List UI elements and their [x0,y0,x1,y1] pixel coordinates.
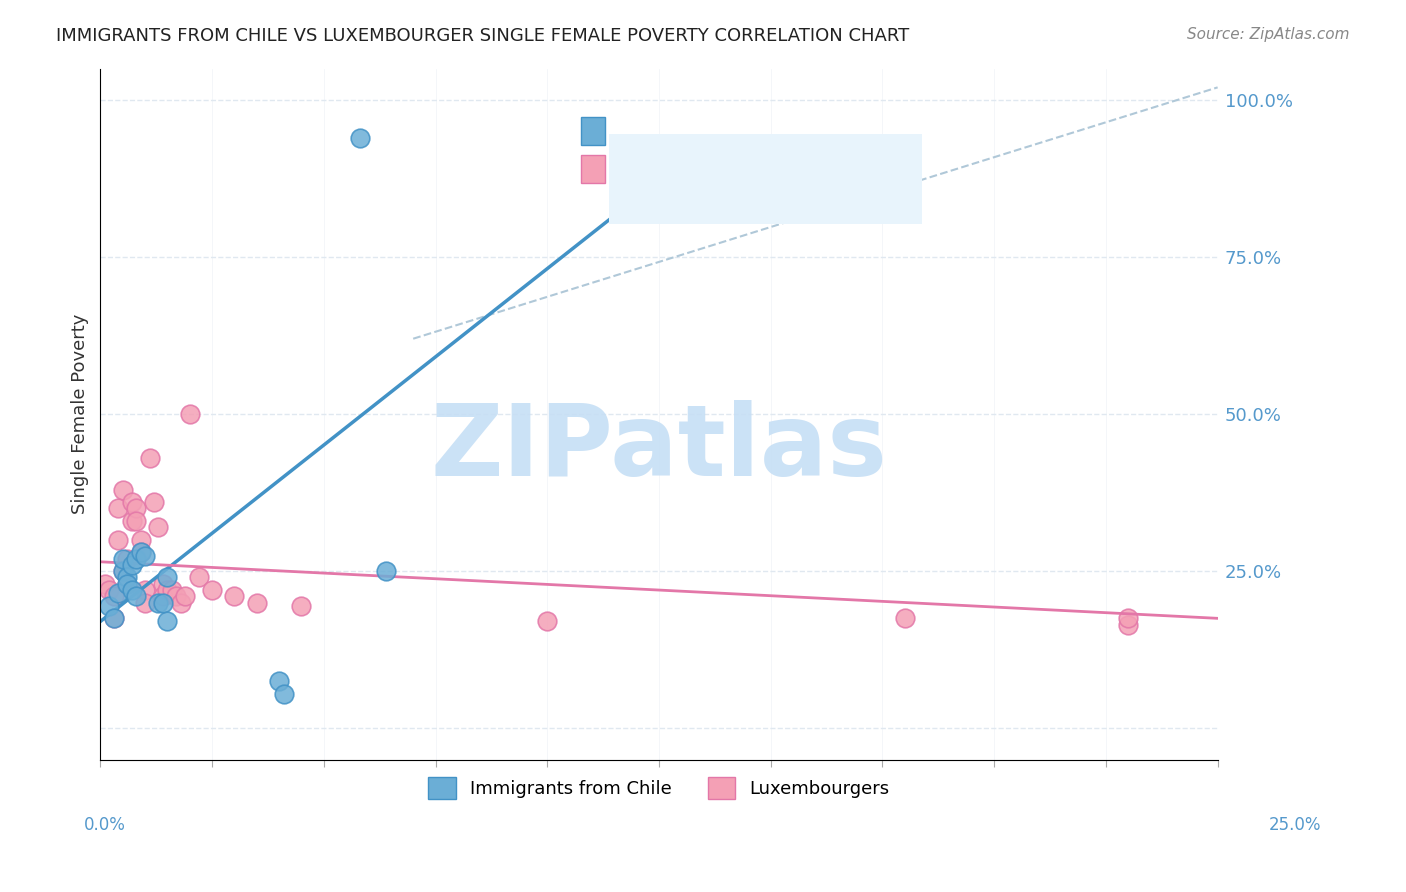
Text: 25.0%: 25.0% [1270,815,1322,833]
Point [125,514,148,528]
Point [152,596,174,610]
Point [129,533,152,547]
Point [94,576,117,591]
Point [170,596,193,610]
Point [134,583,156,598]
Point [115,551,138,566]
Point [125,501,148,516]
Point [375,564,398,578]
Point [187,570,209,584]
Point [107,501,129,516]
Point [115,576,138,591]
Point [121,495,143,509]
Point [103,590,125,604]
Text: Source: ZipAtlas.com: Source: ZipAtlas.com [1187,27,1350,42]
Point [103,611,125,625]
Point [536,615,558,629]
Point [107,533,129,547]
Text: 0.0%: 0.0% [84,815,127,833]
Point [115,576,138,591]
Point [98,599,121,613]
Point [269,674,291,689]
Point [160,583,183,598]
Text: R = -0.206   N = 38: R = -0.206 N = 38 [614,176,838,194]
Point [98,583,121,598]
Point [125,551,148,566]
Point [111,564,134,578]
Point [1116,611,1139,625]
Point [290,599,312,613]
Text: IMMIGRANTS FROM CHILE VS LUXEMBOURGER SINGLE FEMALE POVERTY CORRELATION CHART: IMMIGRANTS FROM CHILE VS LUXEMBOURGER SI… [56,27,910,45]
Point [134,549,156,563]
Text: R =  0.452   N = 21: R = 0.452 N = 21 [614,137,838,157]
Point [1116,617,1139,632]
Point [156,570,179,584]
Point [143,495,166,509]
Bar [581,117,606,145]
Point [103,611,125,625]
Text: ZIPatlas: ZIPatlas [430,401,887,497]
Point [156,615,179,629]
Point [152,576,174,591]
Point [134,596,156,610]
Point [894,611,917,625]
Point [273,687,295,701]
Point [111,483,134,497]
Point [107,586,129,600]
Point [174,590,197,604]
Point [138,451,160,466]
Point [111,564,134,578]
Point [115,570,138,584]
Point [129,545,152,559]
Bar [581,155,606,183]
Y-axis label: Single Female Poverty: Single Female Poverty [72,314,89,515]
Point [179,407,201,421]
Point [125,590,148,604]
Point [148,520,170,534]
Point [156,583,179,598]
Point [349,130,371,145]
Point [129,545,152,559]
Point [121,558,143,572]
Point [246,596,269,610]
Point [111,551,134,566]
Point [152,590,174,604]
Point [201,583,224,598]
Point [121,514,143,528]
Legend: Immigrants from Chile, Luxembourgers: Immigrants from Chile, Luxembourgers [422,770,897,806]
Point [121,583,143,598]
Point [224,590,246,604]
Point [148,596,170,610]
Point [165,590,187,604]
